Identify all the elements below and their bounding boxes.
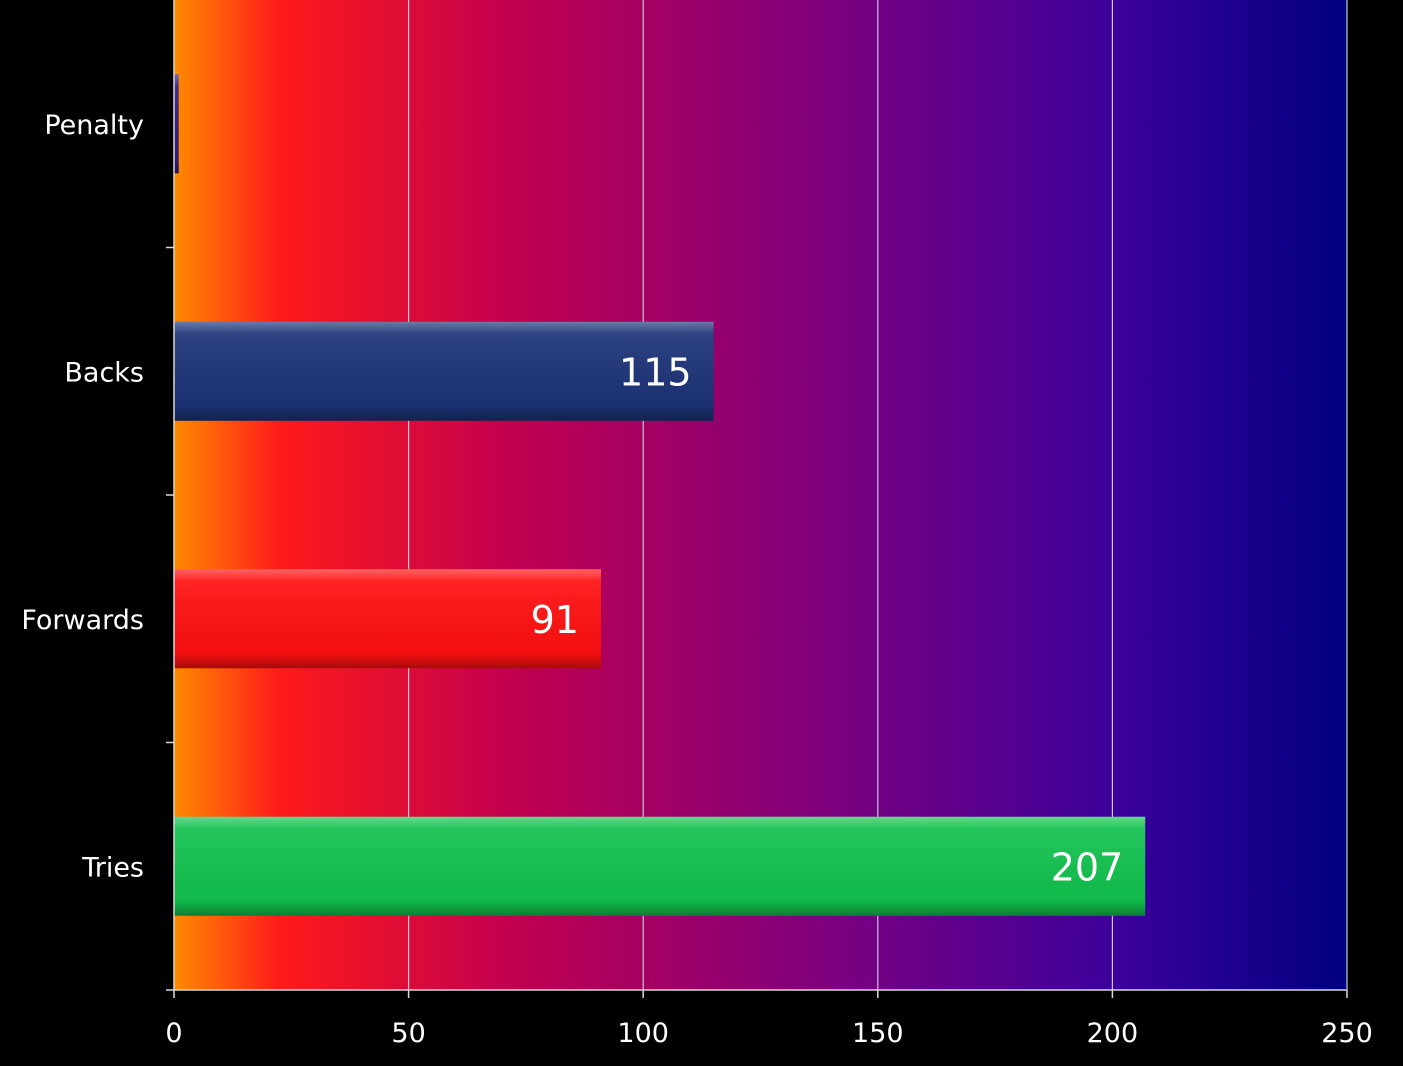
bar-shine-penalty — [174, 74, 179, 174]
category-label-forwards: Forwards — [21, 605, 144, 636]
x-tick-label: 50 — [391, 1018, 425, 1049]
category-label-backs: Backs — [64, 357, 144, 388]
bar-shine-forwards — [174, 569, 601, 669]
category-label-tries: Tries — [81, 852, 144, 883]
axes — [166, 0, 1348, 998]
data-label-backs: 115 — [619, 350, 692, 394]
x-tick-label: 100 — [617, 1018, 669, 1049]
x-tick-label: 200 — [1087, 1018, 1139, 1049]
labels: 0 50 100 150 200 250 Penalty Backs 115 Forwards 91… — [21, 110, 1372, 1049]
bar-shine-tries — [174, 816, 1146, 916]
bar-shine-backs — [174, 321, 714, 421]
data-label-forwards: 91 — [531, 598, 579, 642]
x-tick-label: 250 — [1321, 1018, 1373, 1049]
x-tick-label: 150 — [852, 1018, 904, 1049]
x-tick-label: 0 — [165, 1018, 182, 1049]
category-label-penalty: Penalty — [44, 110, 144, 141]
bars — [174, 74, 1146, 916]
data-label-tries: 207 — [1051, 845, 1124, 889]
